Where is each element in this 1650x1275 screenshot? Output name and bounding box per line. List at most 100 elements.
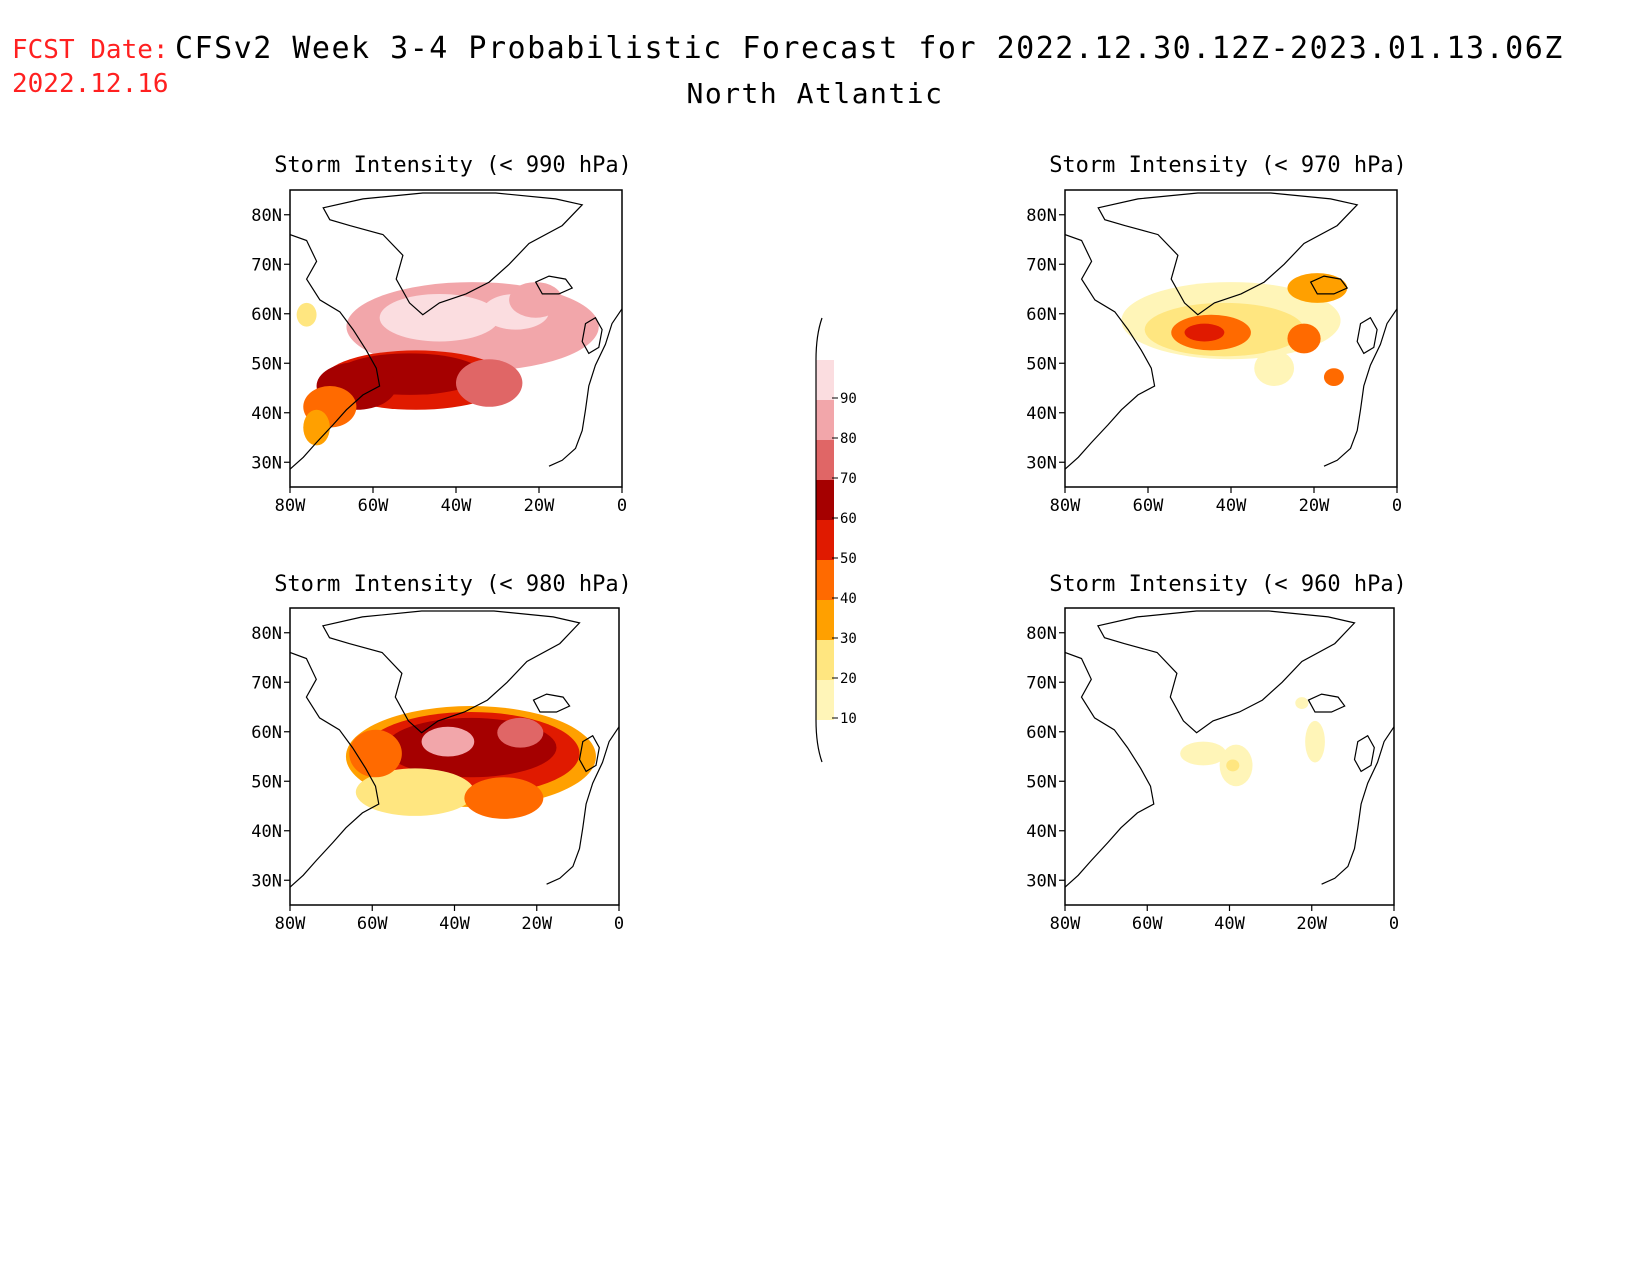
colorbar-swatch [816, 600, 834, 640]
lon-tick-label: 0 [614, 914, 624, 934]
header: FCST Date: 2022.12.16 CFSv2 Week 3-4 Pro… [12, 31, 1564, 110]
lon-tick-label: 40W [439, 914, 470, 934]
lat-tick-label: 50N [251, 772, 282, 792]
colorbar-label: 70 [840, 471, 857, 487]
colorbar-label: 90 [840, 391, 857, 407]
colorbar-label: 10 [840, 711, 857, 727]
lon-tick-label: 20W [521, 914, 552, 934]
colorbar-swatch [816, 360, 834, 400]
lat-tick-label: 40N [1026, 822, 1057, 842]
lat-tick-label: 30N [251, 871, 282, 891]
probability-area [421, 726, 475, 757]
lat-tick-label: 80N [1026, 624, 1057, 644]
lat-tick-label: 70N [1026, 673, 1057, 693]
lon-tick-label: 40W [441, 496, 472, 516]
colorbar-label: 60 [840, 511, 857, 527]
lon-tick-label: 80W [1050, 496, 1081, 516]
panel-title: Storm Intensity (< 960 hPa) [1049, 572, 1407, 597]
lon-tick-label: 40W [1216, 496, 1247, 516]
region-title: North Atlantic [686, 77, 943, 110]
lon-tick-label: 80W [275, 496, 306, 516]
lon-tick-label: 40W [1214, 914, 1245, 934]
lat-tick-label: 30N [251, 453, 282, 473]
coastline [1309, 275, 1349, 295]
lon-tick-label: 60W [1133, 496, 1164, 516]
colorbar-swatch [816, 440, 834, 480]
colorbar-swatch [816, 480, 834, 520]
probability-area [1184, 323, 1225, 342]
probability-area [296, 302, 317, 327]
coastline [1097, 192, 1359, 316]
coastline [1321, 726, 1394, 885]
probability-area [1287, 273, 1348, 303]
coastline [321, 610, 581, 734]
colorbar-swatch [816, 400, 834, 440]
colorbar-swatch [816, 640, 834, 680]
lat-tick-label: 70N [1026, 255, 1057, 275]
lat-tick-label: 30N [1026, 871, 1057, 891]
lon-tick-label: 0 [1392, 496, 1402, 516]
coastline [290, 234, 381, 470]
lon-tick-label: 20W [524, 496, 555, 516]
probability-area [1180, 741, 1227, 766]
colorbar-bottom-cap [815, 719, 823, 763]
lat-tick-label: 60N [251, 305, 282, 325]
coastline [532, 693, 571, 713]
probability-area [1295, 697, 1309, 709]
probability-area [456, 359, 523, 407]
coastline [548, 308, 622, 467]
lon-tick-label: 0 [1389, 914, 1399, 934]
coastlines [290, 192, 622, 470]
lat-tick-label: 40N [251, 822, 282, 842]
lat-tick-label: 70N [251, 673, 282, 693]
probability-area [497, 717, 544, 748]
coastline [322, 192, 584, 316]
coastline [1353, 734, 1375, 773]
panel-title: Storm Intensity (< 980 hPa) [274, 572, 632, 597]
coastlines [290, 610, 619, 888]
coastline [1065, 651, 1155, 888]
probability-field [296, 282, 599, 446]
probability-area [1287, 323, 1321, 354]
probability-area [1323, 368, 1344, 387]
lon-tick-label: 60W [357, 914, 388, 934]
colorbar-swatch [816, 680, 834, 720]
probability-area [1254, 350, 1295, 387]
probability-area [349, 729, 402, 778]
map-panel-960: Storm Intensity (< 960 hPa) 80N 70N 60N 50N… [1026, 572, 1407, 934]
coastline [1356, 316, 1378, 355]
lat-tick-label: 50N [251, 354, 282, 374]
lon-tick-label: 20W [1296, 914, 1327, 934]
coastlines [1065, 192, 1397, 470]
probability-area [355, 768, 475, 816]
coastline [546, 726, 619, 885]
map-panel-990: Storm Intensity (< 990 hPa) 80N 70N 60N 50N… [251, 153, 632, 516]
lat-tick-label: 80N [1026, 206, 1057, 226]
probability-area [1305, 720, 1325, 763]
lon-tick-label: 80W [1050, 914, 1081, 934]
colorbar-label: 20 [840, 671, 857, 687]
lat-tick-label: 80N [251, 624, 282, 644]
coastline [1307, 693, 1346, 713]
lon-tick-label: 20W [1299, 496, 1330, 516]
lon-tick-label: 60W [1132, 914, 1163, 934]
lon-tick-label: 60W [358, 496, 389, 516]
lat-tick-label: 40N [251, 404, 282, 424]
coastline [1323, 308, 1397, 467]
coastline [1096, 610, 1356, 734]
probability-field [1121, 273, 1348, 387]
colorbar-swatch [816, 560, 834, 600]
probability-area [303, 409, 330, 446]
main-title: CFSv2 Week 3-4 Probabilistic Forecast fo… [175, 31, 1564, 66]
lat-tick-label: 30N [1026, 453, 1057, 473]
map-panel-970: Storm Intensity (< 970 hPa) 80N 70N 60N 50N… [1026, 153, 1407, 516]
probability-area [379, 293, 500, 342]
lat-tick-label: 50N [1026, 772, 1057, 792]
fcst-label: FCST Date: [12, 35, 169, 65]
lat-tick-label: 40N [1026, 404, 1057, 424]
coastline [534, 275, 574, 295]
lat-tick-label: 60N [251, 723, 282, 743]
map-panel-980: Storm Intensity (< 980 hPa) 80N 70N 60N 50N… [251, 572, 632, 934]
probability-area [1226, 759, 1240, 772]
